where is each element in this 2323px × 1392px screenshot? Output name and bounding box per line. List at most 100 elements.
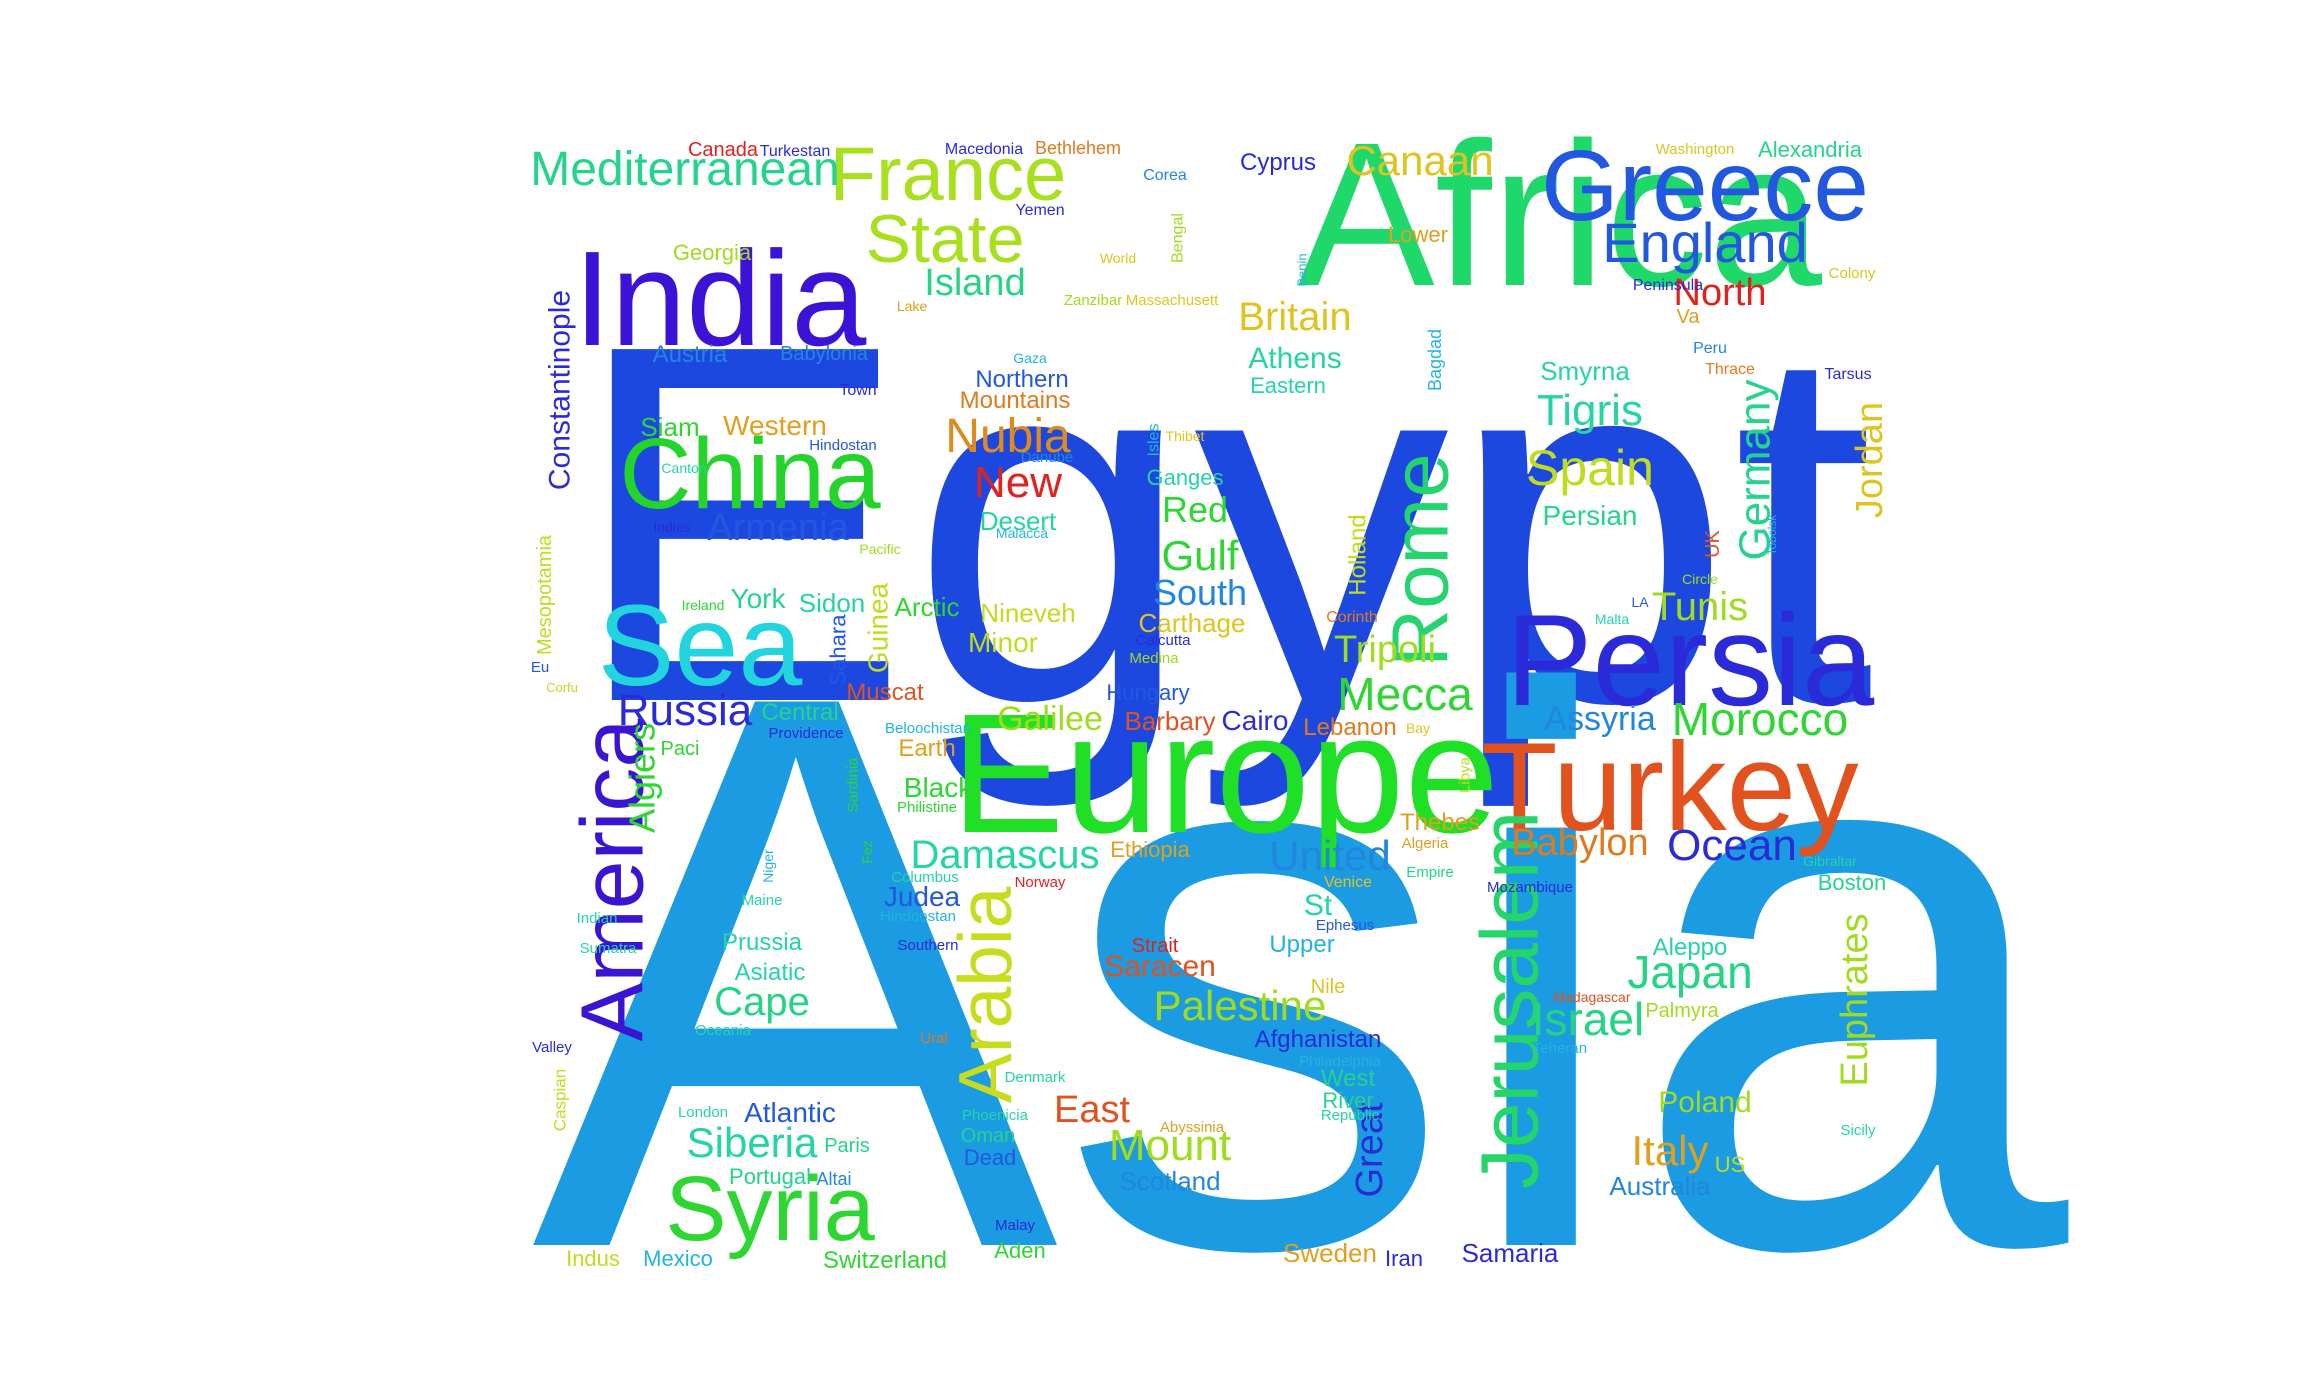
word-england: England (1602, 211, 1808, 274)
word-palmyra: Palmyra (1645, 1000, 1719, 1022)
word-red: Red (1162, 489, 1228, 530)
word-persian: Persian (1543, 500, 1638, 531)
word-strait: Strait (1132, 935, 1179, 957)
word-siam: Siam (640, 412, 699, 442)
word-london: London (678, 1104, 728, 1121)
word-bagdad: Bagdad (1425, 329, 1445, 391)
word-mount: Mount (1109, 1121, 1231, 1170)
word-thrace: Thrace (1705, 361, 1755, 378)
word-sumatra: Sumatra (580, 940, 637, 957)
word-niger: Niger (760, 849, 776, 883)
word-asiatic: Asiatic (735, 959, 806, 986)
word-gulf: Gulf (1161, 532, 1238, 579)
word-benin: Benin (1295, 253, 1310, 286)
word-spain: Spain (1526, 440, 1654, 496)
word-colony: Colony (1829, 265, 1876, 282)
word-beloochistan: Beloochistan (885, 720, 971, 737)
word-oman: Oman (961, 1125, 1015, 1147)
word-smyrna: Smyrna (1540, 356, 1630, 386)
word-caspian: Caspian (551, 1069, 570, 1131)
word-constantinople: Constantinople (544, 290, 577, 490)
word-western: Western (723, 410, 827, 441)
word-georgia: Georgia (673, 240, 752, 265)
word-austria: Austria (653, 341, 728, 368)
word-united: United (1269, 832, 1390, 879)
word-west: West (1321, 1065, 1376, 1092)
word-jordan: Jordan (1849, 402, 1891, 518)
word-east: East (1054, 1089, 1130, 1131)
word-bay: Bay (1406, 720, 1430, 736)
word-peru: Peru (1693, 340, 1727, 357)
word-york: York (730, 583, 786, 614)
word-assyria: Assyria (1544, 700, 1656, 738)
word-state: State (866, 201, 1025, 277)
word-indies: Indies (653, 519, 690, 535)
word-tunis: Tunis (1652, 585, 1748, 629)
word-paris: Paris (824, 1135, 870, 1157)
word-sea: Sea (598, 582, 803, 710)
word-rome: Rome (1376, 453, 1465, 666)
word-hungary: Hungary (1106, 680, 1189, 705)
word-euphrates: Euphrates (1834, 913, 1876, 1086)
word-syria: Syria (665, 1158, 875, 1260)
word-corinth: Corinth (1326, 609, 1378, 626)
word-morocco: Morocco (1672, 693, 1848, 745)
word-republic: Republic (1321, 1107, 1380, 1124)
word-guinea: Guinea (863, 582, 894, 673)
word-poland: Poland (1658, 1086, 1751, 1119)
word-dead: Dead (964, 1145, 1017, 1170)
word-egypt: Egypt (570, 239, 1876, 812)
word-sardinia: Sardinia (845, 757, 862, 813)
word-northern: Northern (975, 366, 1068, 393)
word-malay: Malay (995, 1217, 1036, 1234)
word-atlantic: Atlantic (744, 1097, 836, 1128)
word-bengal: Bengal (1170, 213, 1187, 263)
word-tarsus: Tarsus (1824, 366, 1871, 383)
word-turkestan: Turkestan (760, 143, 831, 160)
word-tripoli: Tripoli (1334, 629, 1436, 671)
word-europe: Europe (951, 679, 1499, 869)
word-armenia: Armenia (707, 507, 849, 549)
word-corea: Corea (1143, 167, 1187, 184)
word-ural: Ural (920, 1030, 948, 1047)
word-jerusalem: Jerusalem (1465, 811, 1556, 1189)
word-va: Va (1677, 306, 1701, 328)
word-saracen: Saracen (1104, 950, 1216, 983)
word-upper: Upper (1269, 931, 1334, 958)
word-hindostan: Hindostan (809, 437, 877, 454)
word-eu: Eu (531, 659, 549, 676)
word-mecca: Mecca (1337, 668, 1473, 720)
word-earth: Earth (898, 735, 955, 762)
word-abyssinia: Abyssinia (1160, 1119, 1225, 1136)
word-persia: Persia (1506, 587, 1875, 733)
word-phoenicia: Phoenicia (962, 1107, 1029, 1124)
word-israel: Israel (1532, 993, 1644, 1045)
word-gaza: Gaza (1013, 350, 1047, 366)
word-germany: Germany (1731, 380, 1780, 561)
word-minor: Minor (968, 627, 1038, 658)
word-denmark: Denmark (1005, 1069, 1066, 1086)
word-babylonia: Babylonia (780, 343, 869, 365)
word-macedonia: Macedonia (945, 141, 1023, 158)
word-circle: Circle (1682, 571, 1718, 587)
word-oceania: Oceania (695, 1022, 752, 1039)
word-barbary: Barbary (1124, 706, 1215, 736)
word-mountains: Mountains (960, 387, 1071, 414)
word-sweden: Sweden (1283, 1238, 1377, 1268)
word-isles: Isles (1146, 424, 1163, 457)
word-us: US (1715, 1152, 1746, 1177)
word-mexico: Mexico (643, 1246, 713, 1271)
word-algiers: Algiers (622, 723, 663, 833)
word-lebanon: Lebanon (1303, 714, 1396, 741)
word-algeria: Algeria (1402, 835, 1449, 852)
word-portugal: Portugal (729, 1164, 811, 1189)
word-central: Central (761, 699, 838, 726)
word-philistine: Philistine (897, 799, 957, 816)
word-columbus: Columbus (891, 869, 959, 886)
word-maine: Maine (742, 892, 783, 909)
word-corfu: Corfu (546, 680, 578, 695)
word-black: Black (904, 772, 973, 803)
word-mesopotamia: Mesopotamia (534, 534, 556, 655)
word-asia: Asia (532, 531, 2074, 1392)
